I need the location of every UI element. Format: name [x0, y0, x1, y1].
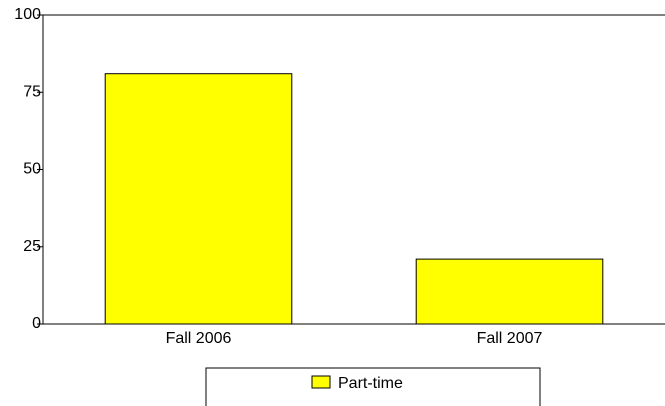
y-tick-label: 100	[14, 6, 41, 23]
legend-swatch	[311, 375, 331, 389]
legend-box	[205, 367, 541, 406]
legend-label: Part-time	[338, 375, 403, 392]
y-tick-label: 25	[23, 238, 41, 255]
y-tick-label: 75	[23, 83, 41, 100]
bar	[104, 73, 293, 325]
x-tick-label: Fall 2007	[477, 330, 543, 347]
bar	[415, 258, 604, 325]
y-tick-label: 0	[32, 315, 41, 332]
x-tick-label: Fall 2006	[166, 330, 232, 347]
y-tick-label: 50	[23, 161, 41, 178]
